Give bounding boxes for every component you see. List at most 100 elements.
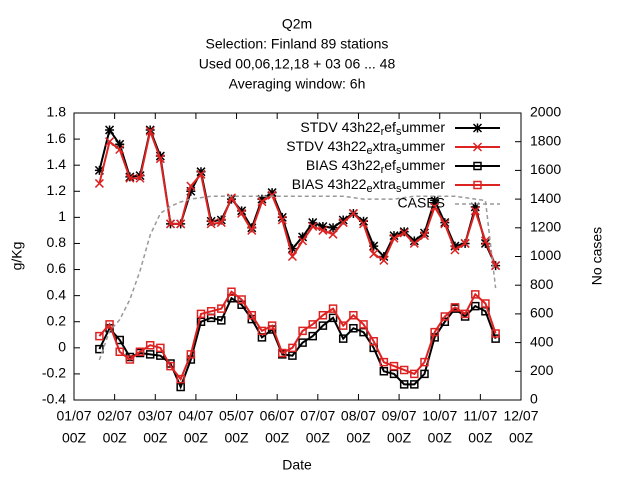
data-point xyxy=(166,361,175,371)
data-point xyxy=(196,317,206,326)
data-point xyxy=(247,225,257,235)
data-point xyxy=(359,216,369,226)
data-point xyxy=(379,251,389,262)
data-point xyxy=(226,193,236,203)
x-tick-label: 00Z xyxy=(346,430,371,446)
x-tick-label: 00Z xyxy=(468,430,493,446)
data-point xyxy=(359,327,368,337)
y2-tick-label: 600 xyxy=(530,305,554,321)
data-point xyxy=(399,227,409,237)
data-point xyxy=(379,367,389,376)
x-tick-label: 11/07 xyxy=(463,408,497,424)
data-point xyxy=(369,337,378,346)
data-point xyxy=(156,351,165,360)
chart-title: Averaging window: 6h xyxy=(229,76,366,92)
x-tick-label: 03/07 xyxy=(138,408,173,424)
data-point xyxy=(338,215,348,225)
data-point xyxy=(328,223,338,233)
data-point xyxy=(419,231,430,241)
data-point xyxy=(399,228,409,238)
data-point xyxy=(430,195,440,205)
y-tick-label: 1.8 xyxy=(47,104,67,120)
x-tick-label: 08/07 xyxy=(341,408,376,424)
data-point xyxy=(125,173,135,183)
x-tick-label: 04/07 xyxy=(178,408,213,424)
y2-tick-label: 200 xyxy=(530,362,554,378)
data-point xyxy=(430,327,439,337)
data-point xyxy=(318,221,328,232)
data-point xyxy=(473,161,482,171)
data-point xyxy=(298,236,308,246)
data-point xyxy=(115,144,125,155)
data-point xyxy=(369,241,379,251)
data-point xyxy=(196,167,206,177)
data-point xyxy=(450,241,460,251)
data-point xyxy=(267,188,277,198)
series-line xyxy=(98,296,497,390)
data-point xyxy=(420,357,429,367)
data-point xyxy=(156,343,165,353)
x-tick-label: 00Z xyxy=(184,430,209,446)
data-point xyxy=(460,309,470,319)
data-point xyxy=(308,221,318,232)
data-point xyxy=(379,357,389,367)
data-point xyxy=(155,154,165,164)
data-point xyxy=(287,244,297,254)
data-point xyxy=(216,218,226,228)
data-point xyxy=(389,231,399,241)
data-point xyxy=(257,197,267,207)
data-point xyxy=(145,126,155,136)
data-point xyxy=(338,218,348,228)
y-tick-label: 1.4 xyxy=(47,156,67,172)
data-point xyxy=(359,320,368,329)
data-point xyxy=(217,316,226,325)
y-tick-label: 0.2 xyxy=(47,312,67,328)
y2-tick-label: 1000 xyxy=(530,247,561,263)
data-point xyxy=(176,219,186,229)
x-tick-label: 12/07 xyxy=(503,408,538,424)
data-point xyxy=(338,334,348,343)
data-point xyxy=(389,361,399,371)
y-tick-label: 0.4 xyxy=(47,286,67,302)
x-axis-label: Date xyxy=(282,457,312,473)
data-point xyxy=(409,236,419,246)
data-point xyxy=(473,180,482,190)
legend-label: STDV 43h22refsummer xyxy=(300,119,445,138)
data-point xyxy=(472,123,483,133)
x-tick-label: 00Z xyxy=(224,430,249,446)
data-point xyxy=(308,331,317,341)
data-point xyxy=(308,320,317,329)
series-line xyxy=(98,290,497,382)
x-tick-label: 00Z xyxy=(428,430,453,446)
data-point xyxy=(176,382,185,392)
data-point xyxy=(470,202,480,212)
data-point xyxy=(237,206,247,216)
y2-tick-label: 0 xyxy=(530,391,538,407)
data-point xyxy=(389,369,399,379)
y-tick-label: 0.8 xyxy=(47,234,67,250)
data-point xyxy=(318,225,328,235)
data-point xyxy=(105,137,115,147)
data-point xyxy=(348,208,358,218)
y-tick-label: 1 xyxy=(58,208,66,224)
data-point xyxy=(389,233,399,243)
x-tick-label: 00Z xyxy=(306,430,331,446)
y-tick-label: -0.4 xyxy=(42,391,66,407)
data-point xyxy=(95,344,104,354)
data-point xyxy=(369,249,379,259)
data-point xyxy=(481,299,490,308)
data-point xyxy=(278,348,287,358)
y-tick-label: 0.6 xyxy=(47,260,67,276)
y2-tick-label: 1800 xyxy=(530,132,561,148)
x-tick-label: 02/07 xyxy=(97,408,132,424)
x-tick-label: 07/07 xyxy=(300,408,335,424)
legend-label: BIAS 43h22refsummer xyxy=(306,157,445,176)
data-point xyxy=(328,313,338,323)
data-point xyxy=(471,301,480,311)
data-point xyxy=(206,307,216,316)
data-point xyxy=(145,340,155,350)
y2-tick-label: 800 xyxy=(530,276,554,292)
data-point xyxy=(287,251,297,262)
data-point xyxy=(491,329,500,338)
x-tick-label: 00Z xyxy=(387,430,412,446)
